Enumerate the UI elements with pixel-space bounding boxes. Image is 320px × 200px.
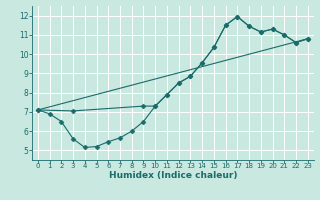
X-axis label: Humidex (Indice chaleur): Humidex (Indice chaleur)	[108, 171, 237, 180]
